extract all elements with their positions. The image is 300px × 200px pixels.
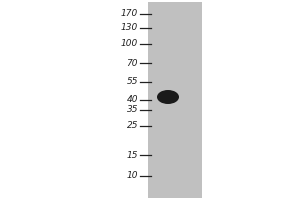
Text: 10: 10 — [127, 171, 138, 180]
Ellipse shape — [157, 90, 179, 104]
Text: 15: 15 — [127, 150, 138, 160]
Text: 130: 130 — [121, 23, 138, 32]
Text: 25: 25 — [127, 121, 138, 130]
Text: 40: 40 — [127, 96, 138, 104]
Text: 55: 55 — [127, 77, 138, 86]
Text: 100: 100 — [121, 40, 138, 48]
Text: 170: 170 — [121, 9, 138, 19]
Text: 70: 70 — [127, 58, 138, 68]
Text: 35: 35 — [127, 106, 138, 114]
Bar — [148, 2, 202, 198]
